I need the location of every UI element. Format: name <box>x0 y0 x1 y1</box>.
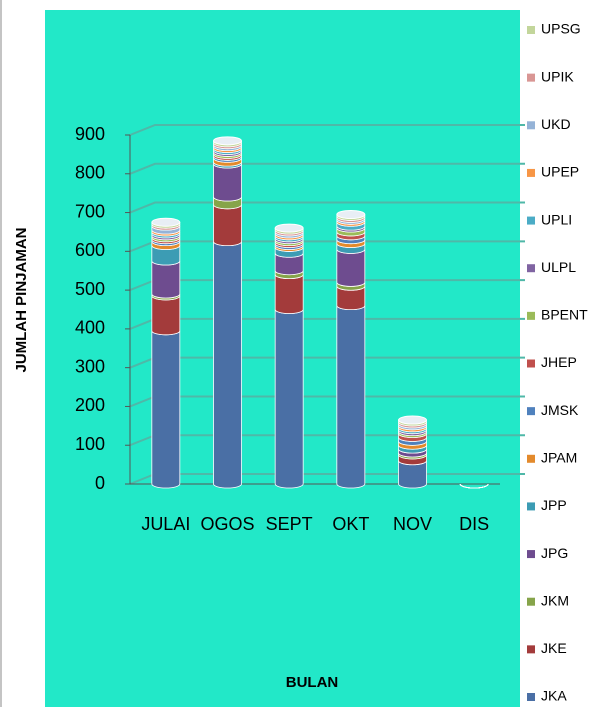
legend-label: JPP <box>541 497 567 513</box>
legend-label: UPLI <box>541 211 572 227</box>
legend-swatch <box>527 168 535 177</box>
bar-segment <box>459 483 489 489</box>
y-axis-title: JUMLAH PINJAMAN <box>13 227 30 372</box>
legend-label: JKE <box>541 640 567 656</box>
legend-label: UKD <box>541 116 571 132</box>
y-tick-label: 500 <box>75 279 105 299</box>
bar-segment <box>151 330 181 489</box>
legend-label: UPSG <box>541 21 581 37</box>
y-tick-label: 900 <box>75 124 105 144</box>
bar-top <box>336 209 366 219</box>
legend-label: BPENT <box>541 307 588 323</box>
bar-top <box>213 136 242 146</box>
legend-swatch <box>527 454 535 463</box>
legend-swatch <box>527 359 535 368</box>
y-tick-label: 200 <box>75 395 105 415</box>
legend-swatch <box>527 502 535 511</box>
legend-swatch <box>527 121 535 130</box>
legend-swatch <box>527 645 535 654</box>
x-tick-label: JULAI <box>141 514 190 534</box>
legend-swatch <box>527 311 535 320</box>
legend-label: JMSK <box>541 402 579 418</box>
legend-swatch <box>527 73 535 82</box>
legend-label: JPAM <box>541 449 577 465</box>
bar-segment <box>151 260 181 299</box>
x-tick-label: DIS <box>459 514 489 534</box>
y-tick-label: 700 <box>75 201 105 221</box>
legend-label: UPIK <box>541 68 574 84</box>
legend-label: ULPL <box>541 259 576 275</box>
bar-segment <box>274 309 304 489</box>
legend-swatch <box>527 597 535 606</box>
bar-segment <box>336 305 366 489</box>
legend-swatch <box>527 550 535 559</box>
grid-line <box>129 201 525 214</box>
y-tick-label: 0 <box>95 473 105 493</box>
bar-top <box>151 217 181 227</box>
x-tick-label: NOV <box>393 514 432 534</box>
legend-label: JKM <box>541 592 569 608</box>
grid-line <box>129 162 525 175</box>
legend-swatch <box>527 693 535 701</box>
bar-top <box>398 415 427 425</box>
bar-segment <box>213 241 242 489</box>
legend-label: JPG <box>541 545 568 561</box>
y-tick-label: 600 <box>75 240 105 260</box>
y-tick-label: 800 <box>75 163 105 183</box>
x-tick-label: SEPT <box>266 514 313 534</box>
bar-segment <box>213 163 242 202</box>
legend-label: UPEP <box>541 164 579 180</box>
x-tick-label: OGOS <box>200 514 254 534</box>
grid-line <box>129 124 525 136</box>
bar-segment <box>274 274 304 314</box>
bar-top <box>274 223 304 233</box>
legend-label: JHEP <box>541 354 577 370</box>
legend-swatch <box>527 26 535 34</box>
y-tick-label: 100 <box>75 434 105 454</box>
x-axis-title: BULAN <box>286 674 339 691</box>
bar-segment <box>151 295 181 336</box>
y-tick-label: 300 <box>75 356 105 376</box>
bar-segment <box>336 249 366 287</box>
bar-segment <box>213 204 242 247</box>
legend-swatch <box>527 264 535 273</box>
x-tick-label: OKT <box>332 514 369 534</box>
legend-label: JKA <box>541 688 567 704</box>
legend-swatch <box>527 216 535 225</box>
legend-swatch <box>527 407 535 416</box>
y-tick-label: 400 <box>75 318 105 338</box>
